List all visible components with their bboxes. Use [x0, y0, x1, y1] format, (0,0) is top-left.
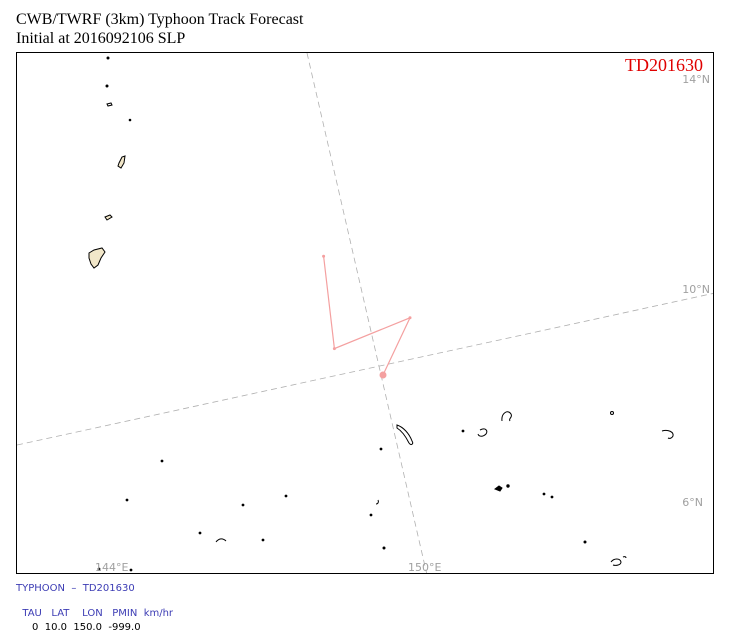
- island-dot-13: [198, 531, 202, 535]
- lon-label-150e: 150°E: [408, 561, 442, 574]
- track-point: [322, 254, 326, 258]
- island-dot-11: [369, 513, 373, 517]
- atoll-2: [501, 411, 512, 422]
- island-dot-8: [125, 498, 129, 502]
- lon-label-144e: 144°E: [95, 561, 129, 574]
- info-header-speed: km/hr: [143, 608, 174, 619]
- info-typhoon-name: TYPHOON – TD201630: [16, 583, 135, 594]
- atoll-chuuk: [396, 424, 414, 445]
- chart-subtitle: Initial at 2016092106 SLP: [16, 30, 186, 47]
- info-header-lon: LON: [82, 608, 103, 619]
- island-rota: [104, 214, 113, 221]
- track-point-initial: [379, 371, 387, 379]
- info-data-row: 0 10.0 150.0 -999.0: [16, 611, 141, 633]
- track-line: [323, 256, 412, 376]
- chart-title: CWB/TWRF (3km) Typhoon Track Forecast: [16, 11, 304, 28]
- island-dot-2: [106, 56, 110, 60]
- lat-label-14n: 14°N: [682, 73, 710, 86]
- island-dot-7: [160, 459, 164, 463]
- island-guam: [88, 247, 106, 269]
- island-dot-3: [128, 118, 132, 122]
- island-dot-12: [382, 546, 386, 550]
- info-value-lat: 10.0: [44, 622, 67, 633]
- atoll-7: [493, 485, 503, 492]
- island-dot-5: [461, 429, 465, 433]
- map-canvas: [17, 53, 713, 573]
- info-value-lon: 150.0: [73, 622, 102, 633]
- island-saipan: [117, 155, 126, 169]
- island-dot-10: [284, 494, 288, 498]
- island-dot-20: [97, 567, 101, 571]
- info-header-lat: LAT: [51, 608, 70, 619]
- info-value-pmin: -999.0: [108, 622, 141, 633]
- lat-label-10n: 10°N: [682, 283, 710, 296]
- atoll-6: [375, 499, 379, 505]
- island-dot-16: [550, 495, 554, 499]
- typhoon-track: [322, 254, 412, 379]
- meridian-150e: [306, 53, 427, 573]
- island-small-1: [106, 102, 113, 107]
- atoll-1: [477, 428, 488, 437]
- coastlines: [88, 56, 674, 572]
- storm-name-label: TD201630: [625, 55, 703, 75]
- island-dot-19: [129, 568, 133, 572]
- island-dot-14: [261, 538, 265, 542]
- island-dot-4: [610, 411, 614, 415]
- info-header-row: TAU LAT LON PMIN km/hr: [16, 597, 173, 619]
- atoll-5: [215, 538, 227, 543]
- island-dot-9: [241, 503, 245, 507]
- map-frame: TD201630 14°N 10°N 6°N 144°E 150°E: [16, 52, 714, 574]
- graticule: [17, 53, 713, 573]
- lat-label-6n: 6°N: [682, 496, 703, 509]
- info-header-pmin: PMIN: [112, 608, 138, 619]
- parallel-8n: [17, 293, 713, 446]
- island-dot-18: [506, 484, 510, 488]
- island-dot-15: [542, 492, 546, 496]
- track-point: [408, 316, 412, 320]
- info-header-tau: TAU: [22, 608, 42, 619]
- info-value-tau: 0: [31, 622, 39, 633]
- island-dot-1: [105, 84, 109, 88]
- island-dot-17: [583, 540, 587, 544]
- island-dot-6: [379, 447, 383, 451]
- atoll-4: [610, 556, 627, 566]
- atoll-3: [661, 429, 674, 439]
- track-point: [332, 347, 336, 351]
